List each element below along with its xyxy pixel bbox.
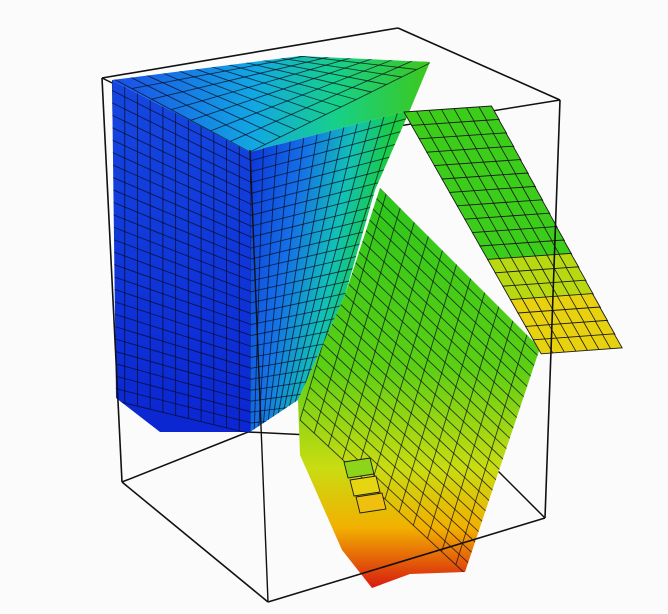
bounding-box-edge	[249, 149, 269, 603]
bounding-box-edge	[101, 77, 123, 483]
bounding-box-edge	[101, 27, 399, 79]
bounding-box-edge	[121, 481, 269, 603]
mesh-notch-block	[355, 492, 387, 514]
mesh-step	[532, 333, 623, 355]
bounding-box-edge	[121, 431, 249, 483]
bounding-box-edge	[397, 27, 561, 101]
bounding-box-edge	[267, 517, 546, 603]
mesh-stepped-edge	[403, 105, 623, 355]
mesh-notch-block	[349, 475, 381, 497]
mesh-notch-block	[343, 457, 375, 479]
bounding-box-edge	[544, 99, 561, 519]
mesh-top-face	[112, 56, 430, 152]
mesh-notch	[343, 457, 387, 514]
